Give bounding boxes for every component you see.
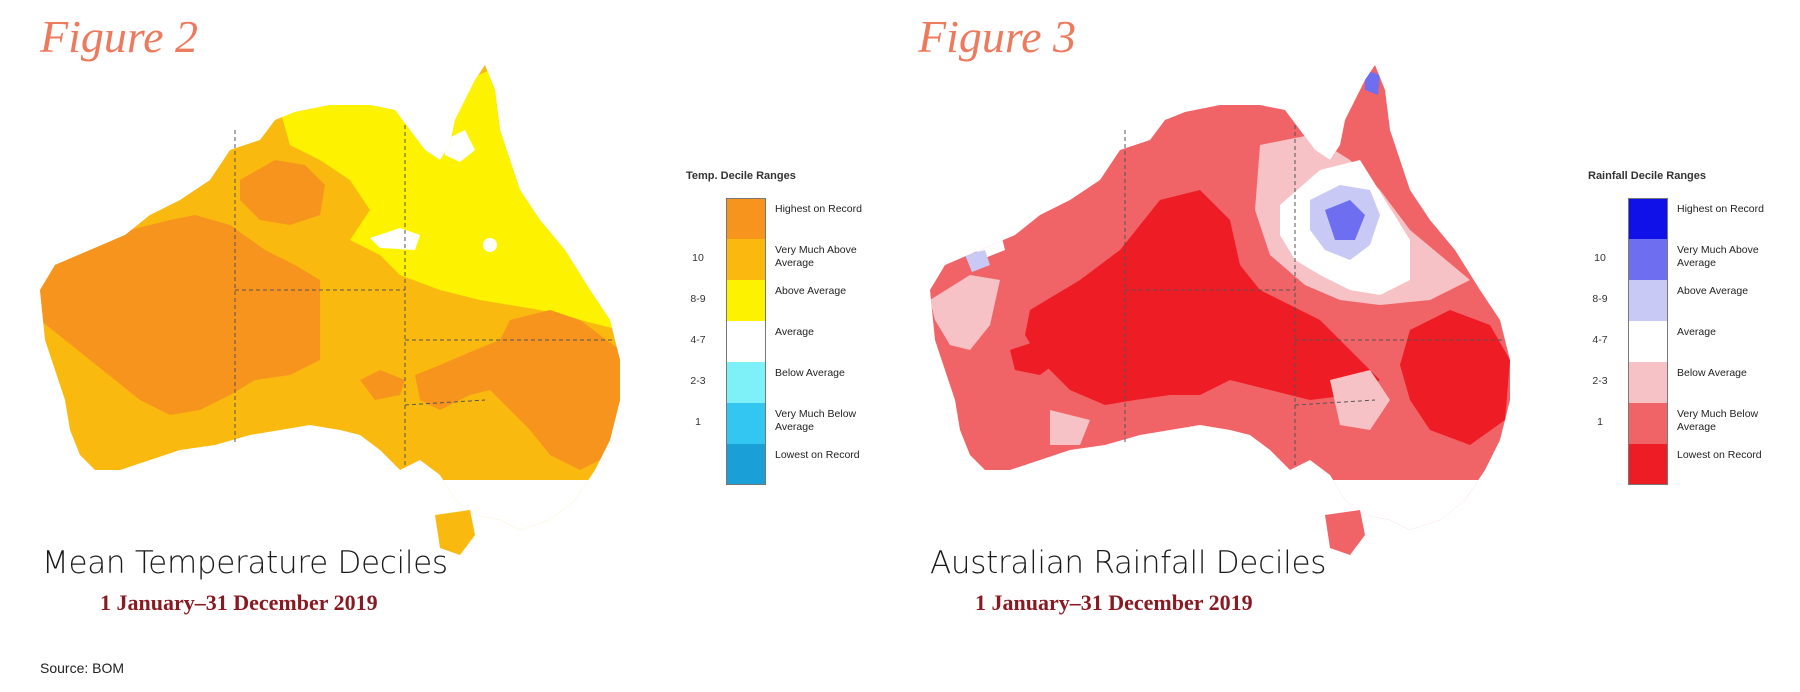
legend-swatch <box>1628 444 1668 485</box>
legend-swatch <box>726 362 766 403</box>
figure-3-caption-title: Australian Rainfall Deciles <box>930 545 1327 581</box>
legend-item: 10 Very Much Above Average <box>678 239 888 280</box>
legend-item: 1 Very Much Below Average <box>1580 403 1790 444</box>
legend-item: Lowest on Record <box>678 444 888 485</box>
temperature-decile-map <box>40 65 620 555</box>
legend-swatch <box>726 198 766 239</box>
legend-swatch <box>726 403 766 444</box>
legend-swatch <box>1628 198 1668 239</box>
legend-item: Highest on Record <box>1580 198 1790 239</box>
below-average-region <box>930 275 1000 350</box>
legend-item: 1 Very Much Below Average <box>678 403 888 444</box>
highest-on-record-east-region <box>415 310 620 470</box>
tasmania-region <box>1325 510 1365 555</box>
highest-on-record-north-region <box>240 160 325 225</box>
figure-3-caption-date: 1 January–31 December 2019 <box>975 590 1253 615</box>
legend-item: 8-9 Above Average <box>678 280 888 321</box>
figure-2-caption-title: Mean Temperature Deciles <box>42 545 448 581</box>
rainfall-legend: Rainfall Decile Ranges Highest on Record… <box>1580 170 1790 490</box>
rainfall-decile-map <box>930 65 1510 555</box>
tasmania-region <box>435 510 475 555</box>
legend-item: Highest on Record <box>678 198 888 239</box>
legend-item: 4-7 Average <box>1580 321 1790 362</box>
legend-swatch <box>726 280 766 321</box>
figure-2-title: Figure 2 <box>40 11 198 62</box>
legend-item: Lowest on Record <box>1580 444 1790 485</box>
very-much-above-region <box>1325 200 1365 240</box>
legend-item: 10 Very Much Above Average <box>1580 239 1790 280</box>
legend-swatch <box>1628 362 1668 403</box>
highest-on-record-west-region <box>40 215 320 415</box>
legend-title: Temp. Decile Ranges <box>686 170 796 182</box>
temperature-legend: Temp. Decile Ranges Highest on Record 10… <box>678 170 898 490</box>
legend-item: 2-3 Below Average <box>1580 362 1790 403</box>
legend-item: 4-7 Average <box>678 321 888 362</box>
legend-item: 8-9 Above Average <box>1580 280 1790 321</box>
legend-swatch <box>1628 403 1668 444</box>
legend-swatch <box>1628 280 1668 321</box>
source-note: Source: BOM <box>40 660 125 676</box>
legend-swatch <box>726 239 766 280</box>
legend-swatch <box>1628 321 1668 362</box>
figure-2-caption-date: 1 January–31 December 2019 <box>100 590 378 615</box>
average-region <box>445 130 475 162</box>
figure-3-title: Figure 3 <box>918 11 1076 62</box>
legend-swatch <box>726 321 766 362</box>
legend-title: Rainfall Decile Ranges <box>1588 170 1706 182</box>
legend-swatch <box>726 444 766 485</box>
lowest-on-record-east-region <box>1400 310 1510 445</box>
lowest-on-record-central-region <box>1025 190 1380 405</box>
legend-swatch <box>1628 239 1668 280</box>
legend-item: 2-3 Below Average <box>678 362 888 403</box>
